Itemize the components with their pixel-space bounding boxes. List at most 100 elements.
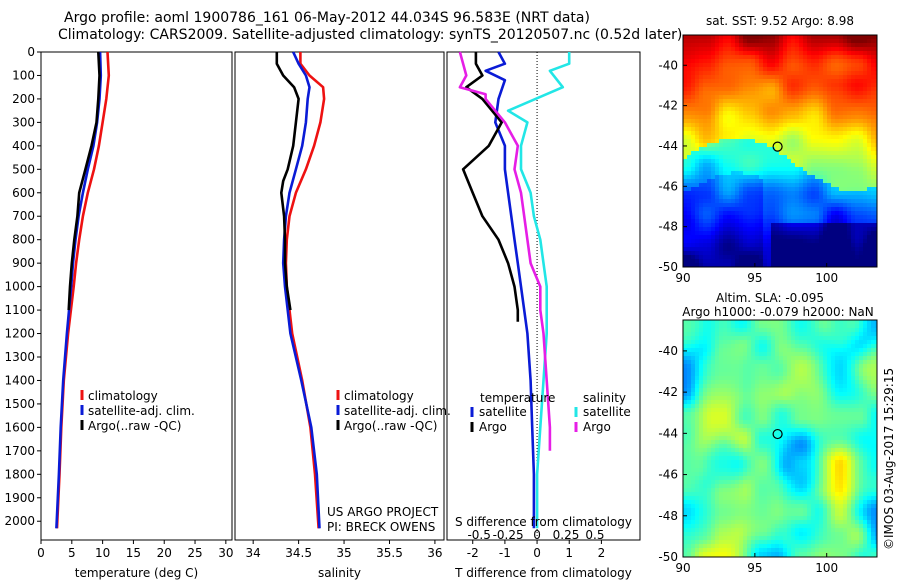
depth-tick-label: 1400 (4, 373, 35, 387)
depth-tick-label: 500 (12, 162, 35, 176)
sst-map-title: sat. SST: 9.52 Argo: 8.98 (706, 14, 854, 28)
depth-tick-label: 0 (27, 45, 35, 59)
depth-tick-label: 100 (12, 68, 35, 82)
map-y-tick-label: -42 (658, 99, 678, 113)
depth-tick-label: 800 (12, 233, 35, 247)
x-tick-label: -1 (499, 546, 511, 560)
x-tick-label: 0 (37, 546, 45, 560)
depth-tick-label: 1000 (4, 280, 35, 294)
x-tick-label: 10 (95, 546, 110, 560)
profile-location-marker (772, 428, 783, 440)
map-x-tick-label: 100 (815, 271, 838, 285)
salinity-plot-frame (234, 51, 445, 541)
legend-title-salinity: salinity (583, 391, 626, 405)
depth-tick-label: 1500 (4, 397, 35, 411)
sla-map-subtitle: Argo h1000: -0.079 h2000: NaN (682, 305, 874, 319)
depth-tick-label: 1700 (4, 444, 35, 458)
sst_map-heatmap (683, 35, 877, 267)
depth-tick-label: 400 (12, 139, 35, 153)
s-tick-label: 0 (533, 528, 541, 542)
depth-tick-label: 200 (12, 92, 35, 106)
map-y-tick-label: -50 (658, 260, 678, 274)
map-y-tick-label: -48 (658, 220, 678, 234)
sla_map-heatmap (683, 320, 877, 557)
depth-tick-label: 1900 (4, 491, 35, 505)
x-tick-label: -2 (467, 546, 479, 560)
project-annotation: US ARGO PROJECT (327, 505, 439, 519)
legend-label: Argo (583, 420, 611, 434)
chart-title-line1: Argo profile: aoml 1900786_161 06-May-20… (64, 10, 590, 26)
map-y-tick-label: -44 (658, 426, 678, 440)
x-tick-label: 35 (336, 546, 351, 560)
map-x-tick-label: 90 (675, 561, 690, 575)
legend-label: Argo (479, 420, 507, 434)
x-tick-label: 15 (126, 546, 141, 560)
map-y-tick-label: -44 (658, 139, 678, 153)
map-x-tick-label: 90 (675, 271, 690, 285)
legend-label: satellite-adj. clim. (88, 404, 195, 418)
x-tick-label: 5 (68, 546, 76, 560)
temperature-plot-frame (40, 51, 233, 541)
map-y-tick-label: -42 (658, 385, 678, 399)
difference-series-s-argo (458, 51, 552, 451)
salinity-xlabel: salinity (318, 566, 361, 580)
profile-location-marker (772, 141, 783, 152)
legend-label: satellite-adj. clim. (344, 404, 451, 418)
temperature-series-climatology (55, 51, 111, 529)
legend-label: satellite (479, 405, 527, 419)
salinity-series-satellite-adj-clim- (281, 51, 321, 529)
depth-tick-label: 900 (12, 256, 35, 270)
difference-series-t-argo (461, 52, 520, 322)
depth-tick-label: 1600 (4, 420, 35, 434)
x-tick-label: 34.5 (285, 546, 312, 560)
credit-text: ©IMOS 03-Aug-2017 15:29:15 (882, 367, 896, 550)
map-x-tick-label: 95 (747, 561, 762, 575)
depth-tick-label: 300 (12, 115, 35, 129)
map-x-tick-label: 100 (815, 561, 838, 575)
legend-label: Argo(..raw -QC) (344, 419, 437, 433)
legend-label: climatology (344, 389, 414, 403)
map-y-tick-label: -40 (658, 344, 678, 358)
s-tick-label: -0.5 (467, 528, 490, 542)
x-tick-label: 25 (187, 546, 202, 560)
sst_map-frame (682, 34, 878, 268)
depth-tick-label: 1800 (4, 467, 35, 481)
depth-tick-label: 1300 (4, 350, 35, 364)
sla_map-frame (682, 319, 878, 558)
x-tick-label: 30 (218, 546, 233, 560)
depth-tick-label: 1100 (4, 303, 35, 317)
map-y-tick-label: -50 (658, 550, 678, 564)
temperature-xlabel: temperature (deg C) (75, 566, 198, 580)
x-tick-label: 35.5 (376, 546, 403, 560)
temperature-series-satellite-adj-clim- (55, 51, 103, 529)
s-tick-label: 0.25 (553, 528, 580, 542)
map-y-tick-label: -46 (658, 468, 678, 482)
legend-label: climatology (88, 389, 158, 403)
map-y-tick-label: -40 (658, 58, 678, 72)
chart-title-line2: Climatology: CARS2009. Satellite-adjuste… (58, 27, 683, 43)
difference-series-t-satellite (484, 51, 536, 529)
legend-title-temperature: temperature (480, 391, 555, 405)
depth-tick-label: 600 (12, 186, 35, 200)
difference-series-s-satellite (506, 52, 571, 529)
map-y-tick-label: -46 (658, 179, 678, 193)
x-tick-label: 20 (157, 546, 172, 560)
x-tick-label: 34 (246, 546, 261, 560)
x-tick-label: 36 (427, 546, 442, 560)
x-tick-label: 1 (565, 546, 573, 560)
salinity-series-argo-raw-qc- (275, 52, 300, 311)
x-tick-label: 2 (598, 546, 606, 560)
s-difference-label: S difference from climatology (455, 515, 632, 529)
temperature-series-argo-raw-qc- (67, 51, 101, 311)
depth-tick-label: 700 (12, 209, 35, 223)
t-difference-xlabel: T difference from climatology (454, 566, 632, 580)
depth-tick-label: 2000 (4, 514, 35, 528)
legend-label: Argo(..raw -QC) (88, 419, 181, 433)
map-y-tick-label: -48 (658, 509, 678, 523)
depth-tick-label: 1200 (4, 327, 35, 341)
pi-annotation: PI: BRECK OWENS (327, 520, 435, 534)
x-tick-label: 0 (533, 546, 541, 560)
legend-label: satellite (583, 405, 631, 419)
s-tick-label: 0.5 (585, 528, 604, 542)
